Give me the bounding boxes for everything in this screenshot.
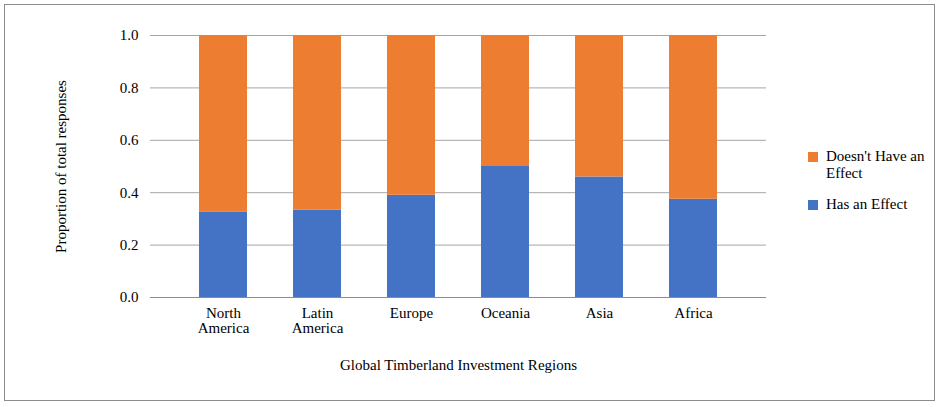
svg-text:Global Timberland Investment R: Global Timberland Investment Regions	[340, 357, 577, 373]
svg-text:0.0: 0.0	[120, 289, 139, 305]
svg-text:LatinAmerica: LatinAmerica	[292, 305, 344, 336]
svg-text:Africa: Africa	[674, 305, 713, 321]
svg-text:Asia: Asia	[586, 305, 614, 321]
html-text:Has an Effect: Has an Effect	[826, 196, 908, 212]
svg-text:0.8: 0.8	[120, 80, 139, 96]
svg-text:0.2: 0.2	[120, 237, 139, 253]
svg-text:Europe: Europe	[390, 305, 434, 321]
html-text:Doesn't Have an Effect: Doesn't Have an Effect	[826, 148, 925, 181]
svg-text:NorthAmerica: NorthAmerica	[198, 305, 250, 336]
svg-text:0.4: 0.4	[120, 185, 139, 201]
svg-text:1.0: 1.0	[120, 27, 139, 43]
svg-text:Proportion of total responses: Proportion of total responses	[53, 80, 69, 253]
svg-text:Oceania: Oceania	[481, 305, 530, 321]
svg-text:0.6: 0.6	[120, 132, 139, 148]
